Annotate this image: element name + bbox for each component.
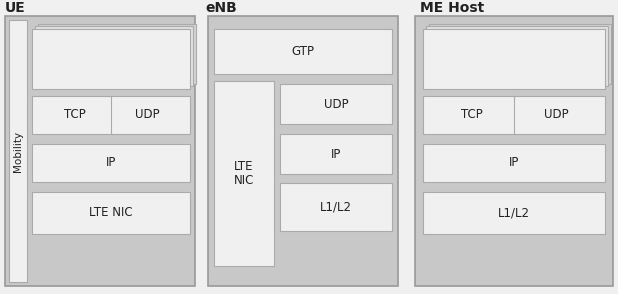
Text: TCP: TCP	[64, 108, 85, 121]
Bar	[423, 29, 605, 89]
Text: UDP: UDP	[135, 108, 159, 121]
Text: GTP: GTP	[292, 45, 315, 58]
Text: eNB: eNB	[205, 1, 237, 15]
Bar	[214, 81, 274, 266]
Text: LTE NIC: LTE NIC	[89, 206, 133, 220]
Text: TCP: TCP	[461, 108, 483, 121]
Bar	[35, 26, 193, 86]
Bar	[423, 144, 605, 182]
Bar	[208, 16, 398, 286]
Bar	[280, 183, 392, 231]
Text: IP: IP	[331, 148, 341, 161]
Text: IP: IP	[509, 156, 519, 170]
Bar	[423, 192, 605, 234]
Bar	[426, 26, 608, 86]
Text: LTE
NIC: LTE NIC	[234, 160, 254, 188]
Bar	[32, 192, 190, 234]
Text: UDP: UDP	[324, 98, 349, 111]
Text: L1/L2: L1/L2	[320, 201, 352, 213]
Bar	[9, 20, 27, 282]
Bar	[32, 144, 190, 182]
Text: ME Host: ME Host	[420, 1, 485, 15]
Bar	[32, 96, 190, 134]
Text: Mobility: Mobility	[13, 131, 23, 172]
Text: UDP: UDP	[544, 108, 568, 121]
Bar	[280, 84, 392, 124]
Bar	[280, 134, 392, 174]
Text: IP: IP	[106, 156, 116, 170]
Text: UE: UE	[5, 1, 26, 15]
Bar	[5, 16, 195, 286]
Bar	[32, 29, 190, 89]
Bar	[429, 24, 611, 84]
Bar	[423, 96, 605, 134]
Bar	[38, 24, 196, 84]
Bar	[214, 29, 392, 74]
Bar	[415, 16, 613, 286]
Text: L1/L2: L1/L2	[498, 206, 530, 220]
